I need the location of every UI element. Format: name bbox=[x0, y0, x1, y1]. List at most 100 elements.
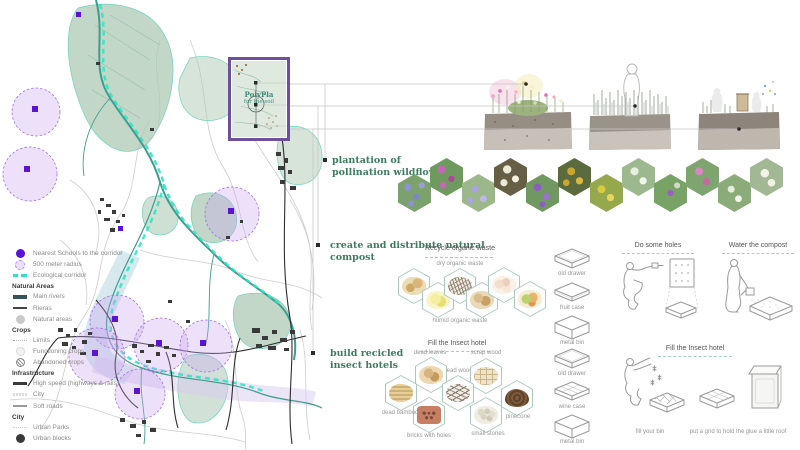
humid-waste-label: humid organic waste bbox=[432, 318, 488, 324]
riera-swatch bbox=[12, 307, 28, 309]
material-label: dead leaves bbox=[413, 350, 447, 356]
soil-compost-illustration bbox=[698, 81, 780, 150]
legend-label: Ecological corridor bbox=[33, 272, 87, 280]
container-sketch-fruit-case bbox=[554, 282, 590, 302]
legend-item: 500 meter radius bbox=[12, 259, 132, 270]
legend-label: Rieras bbox=[33, 304, 52, 312]
container-label: old drawer bbox=[557, 371, 586, 377]
assembly-title: Fill the Insect hotel bbox=[665, 345, 725, 352]
container-label: wine case bbox=[558, 404, 586, 410]
legend-item: Natural areas bbox=[12, 314, 132, 324]
school-markers bbox=[24, 12, 234, 394]
legend-label: Natural areas bbox=[33, 315, 73, 323]
bin-with-grid bbox=[649, 392, 685, 413]
compost-waste-hex-citrus bbox=[422, 282, 454, 318]
wildflower-photo-hex bbox=[750, 158, 783, 196]
container-label: metal bin bbox=[559, 340, 585, 346]
container-sketch-old-drawer bbox=[554, 248, 590, 269]
urban-blocks bbox=[58, 62, 296, 437]
dry-waste-label: dry organic waste bbox=[436, 261, 484, 267]
legend-item: Nearest Schools to the corridor bbox=[12, 249, 132, 258]
fill-hotel-title: Fill the Insect hotel bbox=[427, 340, 487, 347]
container-sketch-metal-bin bbox=[554, 315, 590, 340]
title-underline bbox=[722, 253, 794, 254]
bin-with-inner-grid bbox=[699, 388, 735, 409]
compost-waste-hex-dry-leaves bbox=[466, 282, 498, 318]
hotel-material-hex-pinecone bbox=[501, 380, 533, 416]
legend-label: Urban Parks bbox=[33, 423, 70, 431]
container-label: metal bin bbox=[559, 439, 585, 445]
legend-label: Urban blocks bbox=[33, 434, 71, 442]
functioning-crops-swatch bbox=[12, 346, 28, 356]
legend-label: Abandoned crops bbox=[33, 359, 84, 367]
soft-road-swatch bbox=[12, 405, 28, 407]
material-label: dead wood bbox=[443, 368, 473, 374]
legend-label: Limits bbox=[33, 336, 50, 344]
material-label: pinecone bbox=[505, 414, 531, 420]
step-heading-compost: create and distribute natural compost bbox=[330, 240, 490, 264]
legend-item: Abandoned crops bbox=[12, 358, 132, 368]
wildflower-photo-hex bbox=[558, 158, 591, 196]
project-title-card: PolyPla for the soil bbox=[228, 57, 290, 141]
heading-line: build recicled bbox=[330, 348, 404, 359]
container-label: old drawer bbox=[557, 271, 586, 277]
heading-line: create and distribute natural bbox=[330, 240, 485, 251]
legend-group-header: Infrastructure bbox=[12, 370, 55, 378]
legend-item: Limits bbox=[12, 336, 132, 345]
title-underline bbox=[425, 257, 493, 258]
legend-label: 500 meter radius bbox=[33, 261, 82, 269]
water-compost-title: Water the compost bbox=[728, 242, 788, 249]
legend-label: Main rivers bbox=[33, 293, 65, 301]
project-subtitle: for the soil bbox=[243, 99, 275, 105]
high-speed-swatch bbox=[12, 381, 28, 386]
map-legend: Nearest Schools to the corridor 500 mete… bbox=[12, 249, 132, 445]
wildflower-photo-hex bbox=[622, 158, 655, 196]
container-sketch-wine-case bbox=[554, 381, 590, 401]
legend-group-header: City bbox=[12, 413, 25, 421]
water-compost-illustration bbox=[725, 259, 793, 321]
wildflower-photo-hex bbox=[718, 174, 751, 212]
person-silhouettes bbox=[711, 88, 762, 112]
heading-line: compost bbox=[330, 251, 375, 263]
assembly-illustration bbox=[624, 357, 782, 413]
legend-item: City bbox=[12, 390, 132, 399]
person-watering bbox=[725, 259, 755, 313]
urban-park-swatch bbox=[12, 426, 28, 428]
material-label: bricks with holes bbox=[406, 433, 451, 439]
legend-label: Nearest Schools to the corridor bbox=[33, 250, 123, 257]
wildflower-photo-hex bbox=[494, 158, 527, 196]
wildflower-photo-hex bbox=[590, 174, 623, 212]
legend-label: City bbox=[33, 391, 45, 399]
legend-item: Functioning crops bbox=[12, 346, 132, 356]
container-sketch-old-drawer bbox=[554, 348, 590, 369]
person-drilling bbox=[623, 262, 664, 310]
legend-item: Urban Parks bbox=[12, 423, 132, 432]
do-holes-title: Do some holes bbox=[634, 242, 682, 249]
assembly-caption: fill your bin bbox=[635, 429, 665, 435]
legend-item: Rieras bbox=[12, 304, 132, 313]
compost-waste-hex-twigs bbox=[444, 268, 476, 304]
legend-item: Main rivers bbox=[12, 292, 132, 301]
wildflower-strip-illustration bbox=[484, 74, 572, 150]
compost-waste-hex-shavings bbox=[398, 268, 430, 304]
natural-area-swatch bbox=[12, 314, 28, 324]
assembly-caption: put a grid to hold the bbox=[689, 429, 745, 435]
legend-group-header: Crops bbox=[12, 326, 31, 334]
person-filling bbox=[624, 357, 652, 406]
city-road-swatch bbox=[12, 393, 28, 397]
hotel-material-hex-stones bbox=[470, 397, 502, 433]
highways bbox=[27, 137, 307, 445]
hotel-material-hex-dead-wood bbox=[442, 375, 474, 411]
heading-line: insect hotels bbox=[330, 359, 399, 371]
wildflower-photo-hex bbox=[686, 158, 719, 196]
material-label: small stones bbox=[471, 431, 505, 437]
wildflower-photo-hex bbox=[462, 174, 495, 212]
container-sketch-metal-bin bbox=[554, 414, 590, 439]
project-title: PolyPla bbox=[244, 90, 274, 99]
legend-item: Soft roads bbox=[12, 402, 132, 411]
legend-item: Urban blocks bbox=[12, 433, 132, 443]
wildflower-photo-hex bbox=[398, 174, 431, 212]
card-mini-map bbox=[234, 64, 287, 131]
title-underline bbox=[658, 356, 732, 357]
corridor-map bbox=[2, 0, 323, 450]
